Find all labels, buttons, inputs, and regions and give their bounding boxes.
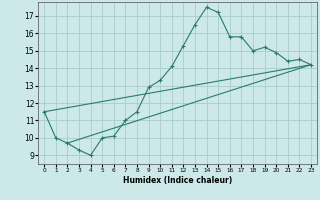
X-axis label: Humidex (Indice chaleur): Humidex (Indice chaleur) (123, 176, 232, 185)
